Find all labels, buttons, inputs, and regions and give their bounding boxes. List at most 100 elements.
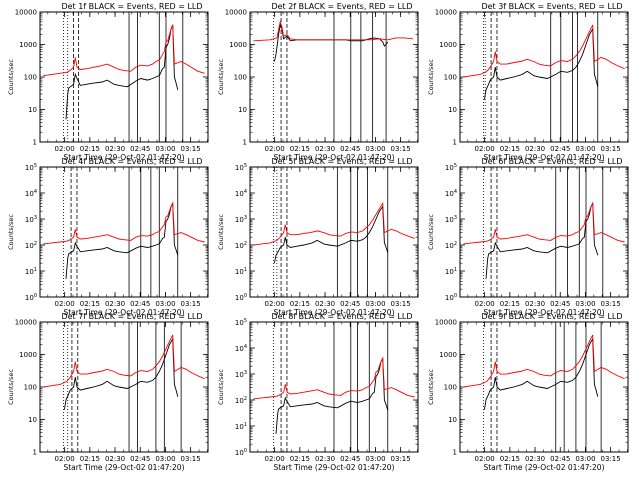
- lld-series-line: [253, 20, 414, 42]
- y-tick-label: 105: [25, 163, 37, 172]
- y-tick-label: 10000: [15, 9, 37, 17]
- x-tick-label: 02:15: [80, 455, 100, 463]
- x-tick-label: 03:00: [155, 145, 175, 153]
- y-tick-label: 105: [235, 318, 247, 327]
- x-tick-label: 02:15: [290, 455, 310, 463]
- y-tick-label: 104: [445, 189, 457, 198]
- x-axis-label: Start Time (29-Oct-02 01:47:20): [483, 308, 604, 317]
- x-tick-label: 03:00: [365, 145, 385, 153]
- lld-series-line: [43, 24, 205, 77]
- events-series-line: [483, 337, 599, 410]
- x-tick-label: 02:00: [475, 300, 495, 308]
- x-tick-label: 02:15: [500, 455, 520, 463]
- x-tick-label: 03:15: [181, 455, 201, 463]
- x-tick-label: 02:45: [130, 300, 150, 308]
- y-tick-label: 101: [235, 267, 247, 276]
- y-tick-label: 104: [235, 189, 247, 198]
- y-tick-label: 100: [445, 293, 457, 302]
- chart-panel-7: Det 7f BLACK = Events, RED = LLD Counts/s…: [7, 312, 209, 472]
- x-tick-label: 02:45: [340, 145, 360, 153]
- chart-title: Det 8f BLACK = Events, RED = LLD: [271, 312, 412, 321]
- x-tick-label: 02:45: [340, 300, 360, 308]
- y-tick-label: 105: [445, 163, 457, 172]
- y-tick-label: 104: [235, 344, 247, 353]
- y-tick-label: 1000: [439, 351, 457, 359]
- x-tick-label: 02:00: [475, 455, 495, 463]
- x-axis-label: Start Time (29-Oct-02 01:47:20): [63, 463, 184, 472]
- y-tick-label: 101: [25, 267, 37, 276]
- y-tick-label: 100: [24, 384, 37, 392]
- events-series-line: [483, 27, 599, 100]
- y-tick-label: 102: [235, 396, 247, 405]
- y-tick-label: 1: [453, 449, 457, 457]
- y-axis-label: Counts/sec: [427, 59, 435, 95]
- x-tick-label: 02:30: [105, 145, 125, 153]
- x-tick-label: 02:45: [340, 455, 360, 463]
- y-axis-label: Counts/sec: [427, 369, 435, 405]
- lld-series-line: [253, 201, 415, 246]
- chart-title: Det 4f BLACK = Events, RED = LLD: [61, 157, 202, 166]
- x-tick-label: 02:00: [55, 455, 75, 463]
- y-tick-label: 1: [33, 449, 37, 457]
- x-tick-label: 02:15: [80, 145, 100, 153]
- x-tick-label: 03:00: [575, 455, 595, 463]
- y-tick-label: 10: [448, 416, 457, 424]
- x-tick-label: 02:15: [290, 145, 310, 153]
- x-tick-label: 02:30: [315, 145, 335, 153]
- chart-panel-4: Det 4f BLACK = Events, RED = LLD Counts/s…: [7, 157, 209, 317]
- y-tick-label: 100: [444, 74, 457, 82]
- x-tick-label: 02:15: [290, 300, 310, 308]
- y-tick-label: 10000: [435, 9, 457, 17]
- lld-series-line: [463, 201, 625, 245]
- y-tick-label: 103: [235, 370, 247, 379]
- x-tick-label: 03:00: [365, 300, 385, 308]
- x-tick-label: 02:30: [315, 300, 335, 308]
- chart-title: Det 9f BLACK = Events, RED = LLD: [481, 312, 622, 321]
- chart-panel-8: Det 8f BLACK = Events, RED = LLD Counts/s…: [217, 312, 419, 472]
- x-tick-label: 02:45: [130, 455, 150, 463]
- x-tick-label: 03:15: [391, 455, 411, 463]
- y-tick-label: 103: [235, 215, 247, 224]
- y-tick-label: 10000: [225, 9, 247, 17]
- y-axis-label: Counts/sec: [7, 214, 15, 250]
- y-axis-label: Counts/sec: [7, 59, 15, 95]
- y-tick-label: 101: [445, 267, 457, 276]
- y-axis-label: Counts/sec: [217, 214, 225, 250]
- x-tick-label: 02:30: [105, 455, 125, 463]
- x-axis-label: Start Time (29-Oct-02 01:47:20): [63, 308, 184, 317]
- x-tick-label: 02:30: [525, 455, 545, 463]
- x-tick-label: 03:15: [181, 300, 201, 308]
- x-tick-label: 03:15: [601, 145, 621, 153]
- y-tick-label: 1: [243, 139, 247, 147]
- x-tick-label: 03:00: [575, 145, 595, 153]
- x-tick-label: 03:00: [365, 455, 385, 463]
- y-tick-label: 10: [448, 106, 457, 114]
- y-tick-label: 100: [235, 448, 247, 457]
- x-tick-label: 02:30: [315, 455, 335, 463]
- x-tick-label: 03:00: [155, 300, 175, 308]
- chart-panel-3: Det 3f BLACK = Events, RED = LLD Counts/s…: [427, 2, 629, 162]
- x-tick-label: 02:30: [525, 145, 545, 153]
- events-series-line: [63, 337, 179, 410]
- y-tick-label: 1000: [439, 41, 457, 49]
- y-tick-label: 102: [445, 241, 457, 250]
- events-series-line: [65, 201, 179, 279]
- y-tick-label: 102: [25, 241, 37, 250]
- plot-frame: [39, 166, 209, 298]
- x-tick-label: 02:15: [500, 300, 520, 308]
- lld-series-line: [43, 201, 205, 245]
- y-tick-label: 1: [453, 139, 457, 147]
- events-series-line: [65, 24, 179, 120]
- y-tick-label: 10000: [435, 319, 457, 327]
- x-tick-label: 02:45: [130, 145, 150, 153]
- y-tick-label: 100: [234, 74, 247, 82]
- x-tick-label: 02:30: [105, 300, 125, 308]
- chart-title: Det 5f BLACK = Events, RED = LLD: [271, 157, 412, 166]
- y-tick-label: 1000: [229, 41, 247, 49]
- chart-panel-5: Det 5f BLACK = Events, RED = LLD Counts/s…: [217, 157, 419, 317]
- chart-title: Det 3f BLACK = Events, RED = LLD: [481, 2, 622, 11]
- lld-series-line: [43, 334, 205, 388]
- y-tick-label: 10: [28, 416, 37, 424]
- x-tick-label: 03:15: [391, 145, 411, 153]
- x-tick-label: 03:15: [181, 145, 201, 153]
